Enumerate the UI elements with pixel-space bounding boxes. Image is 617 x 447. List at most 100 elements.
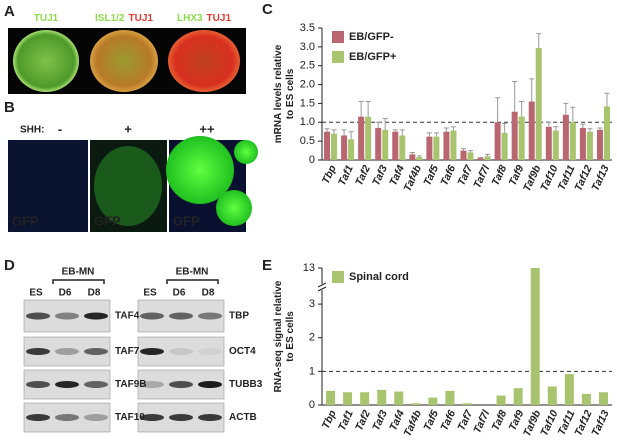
- blot-band: [55, 381, 79, 388]
- x-tick-label: Taf3: [370, 163, 390, 187]
- bar: [564, 374, 574, 405]
- bar: [433, 136, 440, 160]
- error-bar: [461, 148, 466, 151]
- x-tick-label: Taf6: [438, 163, 458, 187]
- bar: [598, 392, 608, 405]
- error-bar: [324, 128, 330, 132]
- bar: [460, 150, 467, 160]
- image-label: ISL1/2 TUJ1: [95, 13, 153, 24]
- bar: [501, 132, 508, 160]
- error-bar: [392, 129, 398, 132]
- panel-label: D: [4, 257, 15, 274]
- condition: +: [124, 121, 132, 136]
- blot-band: [84, 414, 108, 421]
- bar: [530, 268, 540, 405]
- bar: [552, 130, 559, 160]
- error-bar: [502, 122, 508, 133]
- error-bar: [382, 118, 388, 130]
- row-label: TUBB3: [229, 379, 263, 390]
- bar: [392, 131, 399, 160]
- error-bar: [409, 151, 415, 155]
- condition: ++: [199, 121, 215, 136]
- bar: [496, 395, 506, 405]
- axis-break: [317, 282, 327, 292]
- lane-label: D6: [173, 288, 186, 299]
- bar: [569, 122, 576, 160]
- group-bracket: [52, 279, 105, 284]
- bar: [462, 403, 472, 405]
- x-tick-label: Taf1: [336, 408, 356, 432]
- blot-band: [84, 312, 108, 320]
- bar: [394, 391, 404, 405]
- bar: [528, 101, 535, 160]
- bar: [358, 116, 365, 160]
- error-bar: [597, 127, 603, 130]
- error-bar: [553, 126, 559, 131]
- error-bar: [580, 123, 586, 128]
- image-label: GFP: [12, 213, 39, 228]
- bar: [518, 116, 525, 160]
- x-tick-label: Taf7l: [471, 162, 493, 190]
- bar: [426, 136, 433, 160]
- blot-band: [26, 348, 50, 355]
- bar: [477, 158, 484, 160]
- blot-band: [84, 381, 108, 388]
- blot-band: [55, 414, 79, 421]
- error-bar: [512, 81, 518, 112]
- blot-band: [198, 381, 222, 388]
- x-tick-label: Taf3: [370, 408, 390, 432]
- blot-band: [26, 312, 50, 320]
- error-bar: [587, 128, 593, 132]
- y-tick-label: 0: [309, 399, 315, 411]
- condition: -: [58, 121, 62, 136]
- x-tick-label: Taf4b: [402, 163, 425, 194]
- y-tick-label: 0.5: [300, 135, 315, 147]
- blot-band: [140, 381, 164, 388]
- label-part: LHX3: [177, 13, 203, 24]
- legend-swatch: [332, 271, 344, 283]
- y-tick-label: 1.0: [300, 116, 315, 128]
- y-tick-label: 3.0: [300, 41, 315, 53]
- label-part: TUJ1: [34, 13, 59, 24]
- legend-swatch: [332, 51, 344, 63]
- error-bar: [495, 97, 501, 123]
- group-label: EB-MN: [176, 267, 209, 278]
- bar: [484, 156, 491, 160]
- bar: [511, 111, 518, 160]
- bar: [443, 131, 450, 160]
- blot-band: [198, 312, 222, 320]
- panel-label: B: [4, 99, 15, 116]
- bar: [382, 129, 389, 160]
- image-label: LHX3 TUJ1: [177, 13, 231, 24]
- legend-label: Spinal cord: [349, 271, 409, 283]
- x-tick-label: Taf1: [336, 163, 356, 187]
- bar: [343, 392, 353, 405]
- x-tick-label: Taf2: [353, 163, 373, 187]
- group-label: EB-MN: [62, 267, 95, 278]
- row-label: TAF7: [115, 346, 140, 357]
- group-bracket: [166, 279, 219, 284]
- y-label-line: mRNA levels relative: [273, 44, 284, 143]
- blot-band: [26, 381, 50, 388]
- image-label: TUJ1: [34, 13, 59, 24]
- bar: [411, 403, 421, 405]
- bar: [581, 393, 591, 405]
- lane-label: D8: [202, 288, 215, 299]
- bar: [331, 133, 338, 160]
- label-part: TUJ1: [207, 13, 232, 24]
- error-bar: [416, 155, 422, 157]
- panel-a-images: [8, 28, 246, 94]
- label-part: TUJ1: [129, 13, 154, 24]
- bar: [579, 127, 586, 160]
- row-label: ACTB: [229, 412, 257, 423]
- blot-band: [84, 348, 108, 355]
- image-label: GFP: [173, 213, 200, 228]
- blot-band: [198, 414, 222, 421]
- bar: [562, 114, 569, 160]
- error-bar: [604, 92, 610, 107]
- blot-band: [55, 348, 79, 355]
- bar: [494, 122, 501, 160]
- error-bar: [563, 102, 569, 115]
- error-bar: [399, 129, 405, 136]
